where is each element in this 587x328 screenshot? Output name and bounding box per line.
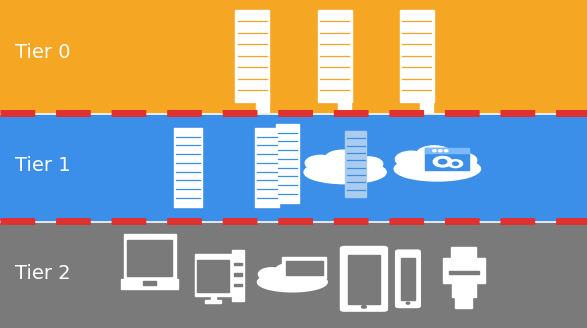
Bar xyxy=(425,148,469,153)
Bar xyxy=(205,300,221,303)
Bar xyxy=(124,234,176,279)
Ellipse shape xyxy=(447,153,477,168)
Circle shape xyxy=(406,302,410,304)
Bar xyxy=(345,131,366,197)
Bar xyxy=(456,296,472,308)
Bar xyxy=(197,260,229,292)
Circle shape xyxy=(448,160,463,168)
Ellipse shape xyxy=(396,151,427,167)
Bar xyxy=(401,258,415,300)
Bar xyxy=(449,271,478,274)
Circle shape xyxy=(362,305,366,308)
Bar xyxy=(282,256,326,278)
Bar xyxy=(338,92,351,112)
Circle shape xyxy=(433,156,452,167)
Bar xyxy=(0,0,587,112)
Bar xyxy=(451,247,477,258)
Ellipse shape xyxy=(275,263,305,278)
Circle shape xyxy=(438,150,442,152)
Bar xyxy=(234,274,242,276)
Bar xyxy=(122,279,178,289)
Ellipse shape xyxy=(394,157,480,181)
Circle shape xyxy=(433,150,436,152)
Bar xyxy=(256,92,269,112)
Bar xyxy=(452,283,475,297)
Bar xyxy=(235,10,269,102)
Bar xyxy=(255,128,279,207)
Ellipse shape xyxy=(355,157,383,171)
Ellipse shape xyxy=(258,268,284,281)
Bar xyxy=(234,263,242,265)
Ellipse shape xyxy=(301,269,324,281)
Bar xyxy=(127,239,173,276)
Bar xyxy=(348,255,380,304)
Ellipse shape xyxy=(305,155,336,171)
Bar xyxy=(0,115,587,220)
Text: Tier 0: Tier 0 xyxy=(15,43,70,62)
Bar xyxy=(318,10,352,102)
Bar xyxy=(425,148,469,170)
Ellipse shape xyxy=(416,146,453,164)
Bar xyxy=(232,250,244,301)
Ellipse shape xyxy=(304,161,386,184)
Bar xyxy=(400,10,434,102)
Bar xyxy=(211,296,215,301)
Bar xyxy=(443,258,485,283)
Ellipse shape xyxy=(257,272,327,292)
Circle shape xyxy=(453,162,458,165)
Text: Tier 1: Tier 1 xyxy=(15,156,70,175)
FancyBboxPatch shape xyxy=(396,250,420,308)
Bar xyxy=(276,124,299,203)
Bar xyxy=(174,128,202,207)
Text: Tier 2: Tier 2 xyxy=(15,264,70,283)
Bar xyxy=(301,278,308,282)
Bar xyxy=(143,281,156,285)
FancyBboxPatch shape xyxy=(340,247,387,311)
Bar xyxy=(195,254,231,296)
Bar xyxy=(420,92,433,112)
Bar xyxy=(285,261,323,276)
Ellipse shape xyxy=(325,150,360,168)
Bar xyxy=(234,284,242,286)
Bar xyxy=(0,223,587,328)
Circle shape xyxy=(444,150,448,152)
Circle shape xyxy=(438,159,447,164)
